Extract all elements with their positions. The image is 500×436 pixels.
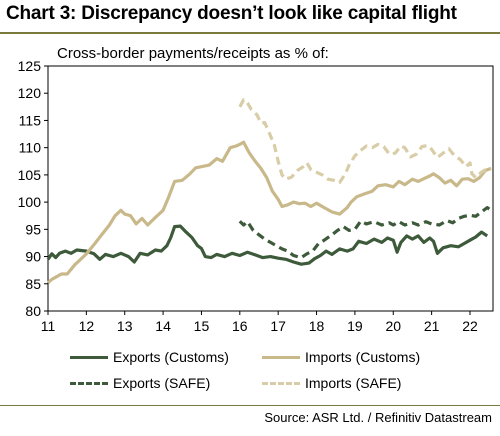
chart-subtitle: Cross-border payments/receipts as % of: xyxy=(57,45,329,62)
x-tick-label: 20 xyxy=(385,318,401,334)
y-tick-label: 85 xyxy=(25,276,41,292)
legend-swatch xyxy=(262,355,300,359)
legend-item-imports-customs: Imports (Customs) xyxy=(262,348,420,366)
axes: 80 85 90 95 100 105 110 115 120 125 11 12 13 14 15 16 17… xyxy=(18,58,494,334)
legend-item-imports-safe: Imports (SAFE) xyxy=(262,374,401,392)
legend-label: Exports (SAFE) xyxy=(113,375,211,391)
x-tick-label: 22 xyxy=(462,318,478,334)
plot-frame xyxy=(47,65,494,312)
legend-swatch xyxy=(70,355,108,359)
x-tick-label: 13 xyxy=(117,318,133,334)
legend-item-exports-customs: Exports (Customs) xyxy=(70,348,229,366)
x-tick-label: 14 xyxy=(155,318,171,334)
x-tick-label: 16 xyxy=(232,318,248,334)
y-tick-label: 125 xyxy=(18,58,42,74)
y-tick-label: 90 xyxy=(25,249,41,265)
series-line-imports-safe xyxy=(238,98,492,185)
source-divider xyxy=(0,405,500,406)
legend-swatch xyxy=(70,381,108,385)
legend-label: Imports (SAFE) xyxy=(305,375,402,391)
chart-title: Chart 3: Discrepancy doesn’t look like c… xyxy=(6,3,457,24)
x-tick-label: 19 xyxy=(347,318,363,334)
series-line-exports-customs xyxy=(46,224,489,266)
y-tick-label: 105 xyxy=(18,167,42,183)
x-tick-label: 15 xyxy=(194,318,210,334)
x-tick-label: 21 xyxy=(424,318,440,334)
y-tick-label: 120 xyxy=(18,85,42,101)
y-tick-label: 110 xyxy=(19,140,42,156)
source-note: Source: ASR Ltd. / Refinitiv Datastream xyxy=(264,410,492,425)
x-tick-label: 17 xyxy=(270,318,286,334)
y-tick-label: 100 xyxy=(18,194,42,210)
series-layer xyxy=(46,98,493,284)
series-line-imports-customs xyxy=(46,140,492,284)
title-divider xyxy=(0,32,500,34)
y-tick-label: 115 xyxy=(19,112,42,128)
x-tick-label: 12 xyxy=(79,318,95,334)
x-tick-label: 11 xyxy=(41,318,56,334)
legend-label: Exports (Customs) xyxy=(113,349,229,365)
legend-label: Imports (Customs) xyxy=(305,349,421,365)
y-tick-label: 80 xyxy=(25,303,41,319)
series-line-exports-safe xyxy=(238,206,493,260)
y-tick-label: 95 xyxy=(25,221,41,237)
legend-swatch xyxy=(262,381,300,385)
legend-item-exports-safe: Exports (SAFE) xyxy=(70,374,210,392)
x-tick-label: 18 xyxy=(309,318,325,334)
